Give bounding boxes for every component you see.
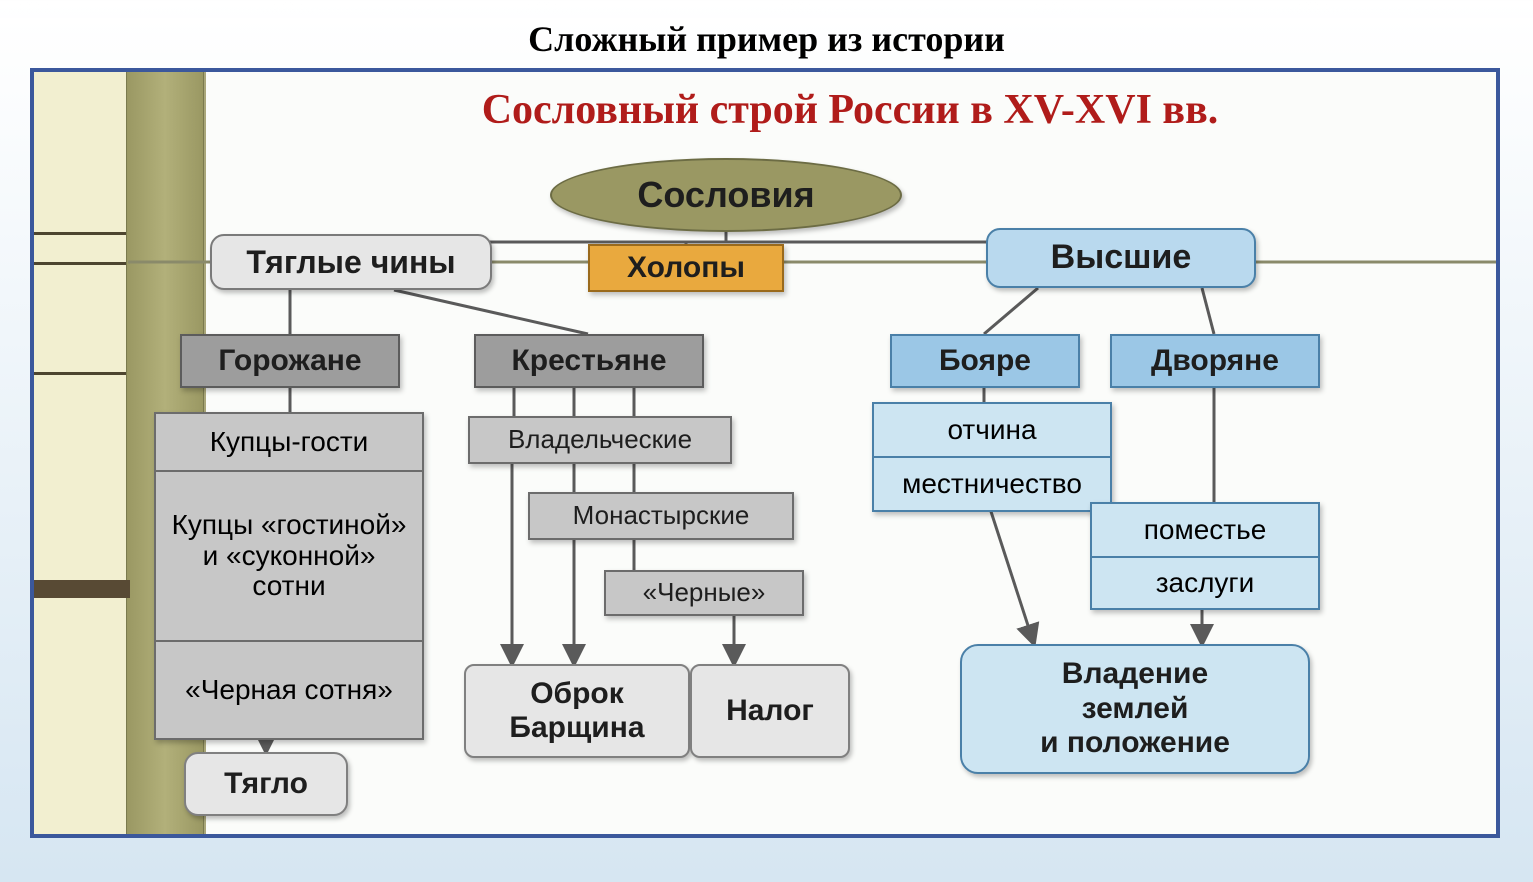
node-kholopy: Холопы [588, 244, 784, 292]
book-stripe [34, 232, 126, 235]
node-tyaglo: Тягло [184, 752, 348, 816]
stack-kupcy: Купцы-гостиКупцы «гостиной» и «суконной»… [154, 412, 424, 740]
book-edge [34, 580, 130, 598]
diagram-title: Сословный строй России в XV-XVI вв. [204, 86, 1496, 134]
node-gorozhane: Горожане [180, 334, 400, 388]
edge-vysshie-dvo [1202, 288, 1214, 334]
stack-otchina: отчинаместничество [872, 402, 1112, 512]
stack-kupcy-cell-0: Купцы-гости [154, 412, 424, 472]
stack-otchina-cell-0: отчина [872, 402, 1112, 458]
stack-pomestie-cell-1: заслуги [1090, 558, 1320, 610]
stack-kupcy-cell-2: «Черная сотня» [154, 642, 424, 740]
book-stripe [34, 262, 126, 265]
node-dvoryane: Дворяне [1110, 334, 1320, 388]
stack-otchina-cell-1: местничество [872, 458, 1112, 512]
node-vladenie: Владениеземлейи положение [960, 644, 1310, 774]
book-stripe [34, 372, 126, 375]
node-chernye: «Черные» [604, 570, 804, 616]
node-nalog: Налог [690, 664, 850, 758]
node-krestyane: Крестьяне [474, 334, 704, 388]
edge-tyaglye-kre [394, 290, 588, 334]
page-title: Сложный пример из истории [0, 18, 1533, 60]
node-tyaglye: Тяглые чины [210, 234, 492, 290]
edge-vysshie-boy [984, 288, 1038, 334]
edge-otchina-vlad [984, 490, 1034, 644]
stack-pomestie-cell-0: поместье [1090, 502, 1320, 558]
node-boyare: Бояре [890, 334, 1080, 388]
stack-kupcy-cell-1: Купцы «гостиной» и «суконной» сотни [154, 472, 424, 642]
node-root: Сословия [550, 158, 902, 232]
node-monast: Монастырские [528, 492, 794, 540]
diagram-frame: Сословный строй России в XV-XVI вв. Сосл… [30, 68, 1500, 838]
node-vladel: Владельческие [468, 416, 732, 464]
node-vysshie: Высшие [986, 228, 1256, 288]
node-obrok: ОброкБарщина [464, 664, 690, 758]
stack-pomestie: поместьезаслуги [1090, 502, 1320, 610]
